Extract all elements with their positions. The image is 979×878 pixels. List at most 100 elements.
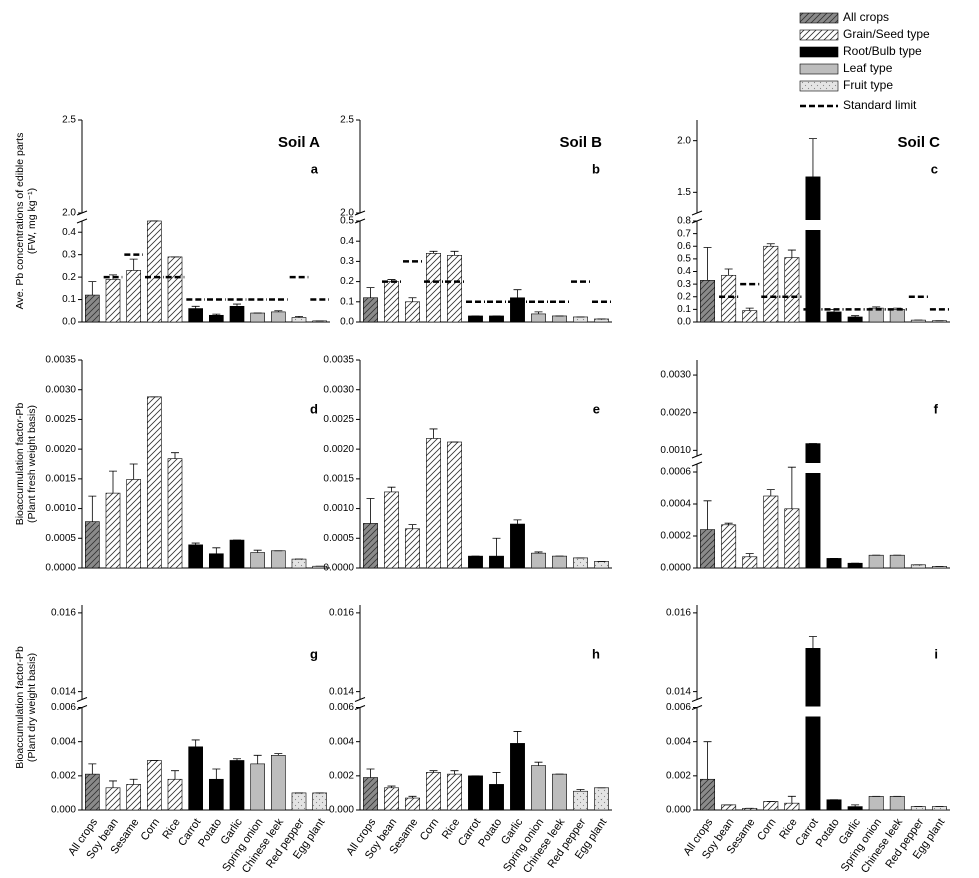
y-tick-label: 2.5 [340, 115, 354, 126]
bar [805, 648, 821, 811]
y-tick-label: 0.000 [329, 805, 354, 816]
bar [147, 760, 162, 811]
y-tick-label: 0.002 [51, 770, 76, 781]
bar [510, 523, 525, 569]
error-bar [513, 519, 522, 525]
bar [489, 555, 504, 569]
y-tick-label: 0.0010 [45, 503, 76, 514]
error-bar [513, 731, 522, 744]
y-axis-label: Bioaccumulation factor-Pb [14, 403, 26, 526]
bar [763, 801, 779, 811]
error-bar [492, 537, 501, 557]
bar [126, 270, 141, 323]
error-bar [191, 739, 200, 747]
y-tick-label: 0.004 [329, 736, 354, 747]
bar [447, 773, 462, 811]
error-bar [129, 778, 138, 785]
y-tick-label: 0.0006 [660, 467, 691, 478]
bar [573, 316, 588, 323]
error-bar [766, 489, 775, 496]
legend-swatch [799, 12, 839, 24]
panel-letter: a [311, 161, 319, 176]
bar [531, 313, 546, 323]
y-tick-label: 0.000 [51, 805, 76, 816]
y-tick-label: 0.0025 [323, 414, 354, 425]
bar [805, 176, 821, 323]
y-tick-label: 0.0000 [660, 563, 691, 574]
bar [531, 765, 546, 811]
bar [426, 772, 441, 811]
bar [188, 746, 203, 811]
axis-break [76, 218, 88, 224]
bar [889, 309, 905, 323]
y-tick-label: 0.016 [666, 608, 691, 619]
panel-letter: i [934, 646, 938, 661]
error-bar [787, 795, 796, 804]
bar [447, 441, 462, 569]
panel-title: Soil B [559, 134, 602, 151]
bar [85, 521, 100, 569]
panel-letter: h [592, 646, 600, 661]
legend-label: All crops [843, 10, 889, 24]
bar [167, 458, 183, 569]
error-bar [88, 763, 97, 775]
y-tick-label: 0.0030 [45, 384, 76, 395]
error-bar [492, 772, 501, 785]
y-tick-label: 0.6 [677, 241, 691, 252]
error-bar [450, 250, 459, 256]
error-bar [212, 768, 221, 780]
y-tick-label: 0.0 [340, 317, 354, 328]
bar [426, 438, 441, 569]
bar [784, 802, 800, 811]
bar [250, 763, 265, 811]
y-tick-label: 0.0002 [660, 531, 691, 542]
y-tick-label: 0.0000 [45, 563, 76, 574]
y-tick-label: 0.1 [340, 296, 354, 307]
y-tick-label: 0.006 [666, 702, 691, 713]
bar [721, 274, 737, 323]
legend-label: Leaf type [843, 61, 893, 75]
y-tick-label: 0.000 [666, 805, 691, 816]
y-axis-label: Ave. Pb concentrations of edible parts [14, 133, 26, 310]
panel-letter: g [310, 646, 318, 661]
error-bar [233, 758, 241, 761]
panel-letter: c [931, 161, 938, 176]
y-tick-label: 0.2 [62, 272, 76, 283]
y-tick-label: 0.006 [51, 702, 76, 713]
axis-break [691, 697, 703, 702]
legend-label: Root/Bulb type [843, 44, 922, 58]
bar [426, 253, 441, 323]
error-bar [534, 551, 543, 554]
y-tick-label: 0.0035 [323, 355, 354, 366]
bar [552, 773, 567, 811]
y-tick-label: 0.0015 [323, 473, 354, 484]
bar [552, 315, 567, 323]
y-axis-label: (FW, mg kg⁻¹) [26, 188, 38, 254]
y-tick-label: 0.016 [51, 608, 76, 619]
y-tick-label: 0.3 [62, 249, 76, 260]
error-bar [703, 500, 712, 530]
bar [167, 256, 183, 323]
y-tick-label: 0.0030 [323, 384, 354, 395]
bar [271, 755, 286, 811]
error-bar [212, 313, 221, 316]
bar [126, 784, 141, 811]
y-axis-label: Bioaccumulation factor-Pb [14, 646, 26, 769]
y-tick-label: 0.4 [677, 266, 691, 277]
y-axis-label: (Plant fresh weight basis) [26, 405, 38, 523]
error-bar [253, 549, 262, 553]
legend-swatch [799, 63, 839, 75]
bar [721, 524, 737, 569]
bar [889, 554, 905, 569]
bar [209, 314, 224, 323]
bar-break [804, 220, 822, 230]
y-tick-label: 0.7 [677, 228, 691, 239]
y-tick-label: 2.0 [340, 208, 354, 219]
bar [700, 529, 716, 569]
bar [384, 787, 399, 811]
bar [291, 792, 307, 811]
y-tick-label: 0.006 [329, 702, 354, 713]
legend-swatch [799, 29, 839, 41]
y-tick-label: 0.0035 [45, 355, 76, 366]
